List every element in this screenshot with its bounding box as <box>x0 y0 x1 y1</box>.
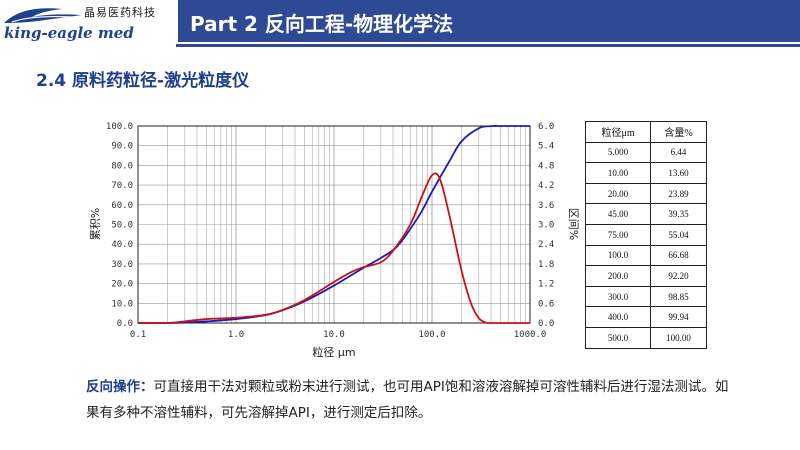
operation-text: 可直接用干法对颗粒或粉末进行测试，也可用API饱和溶液溶解掉可溶性辅料后进行湿法… <box>86 379 729 421</box>
y-right-tick-label: 4.2 <box>538 181 554 191</box>
x-tick-label: 0.1 <box>130 330 146 340</box>
logo-chinese-name: 晶易医药科技 <box>84 6 156 19</box>
table-cell: 300.0 <box>584 285 652 308</box>
chart-grid <box>137 125 530 324</box>
y-axis-left-label: 累积% <box>89 208 102 240</box>
axis-ticks: 0.1 1.0 10.0 100.0 1000.00.010.020.030.040.0… <box>106 122 554 340</box>
table-cell: 13.60 <box>650 162 707 184</box>
table-row: 10.00 13.60 <box>584 162 707 184</box>
table-cell: 200.0 <box>584 265 652 287</box>
table-cell: 10.00 <box>584 162 652 184</box>
y-left-tick-label: 20.0 <box>111 280 133 290</box>
title-bar: Part 2 反向工程-物理化学法 <box>178 0 800 42</box>
logo-english-name: king-eagle med <box>4 24 134 42</box>
y-right-tick-label: 3.0 <box>538 221 554 231</box>
table-cell: 75.00 <box>584 223 652 246</box>
table-cell: 5.000 <box>584 141 652 164</box>
cumulative-distribution-line <box>138 125 531 324</box>
eagle-logo-icon <box>4 8 82 23</box>
table-row: 20.00 23.89 <box>584 182 707 205</box>
y-right-tick-label: 0.6 <box>538 299 554 309</box>
table-row: 5.000 6.44 <box>584 141 707 164</box>
company-logo: 晶易医药科技 king-eagle med <box>0 0 176 47</box>
table-cell: 23.89 <box>650 182 707 205</box>
y-left-tick-label: 100.0 <box>106 122 133 132</box>
table-cell: 92.20 <box>650 265 707 287</box>
table-cell: 45.00 <box>584 203 652 225</box>
table-cell: 98.85 <box>650 285 707 308</box>
y-left-tick-label: 60.0 <box>111 201 133 211</box>
y-right-tick-label: 4.8 <box>538 161 554 171</box>
table-row: 100.0 66.68 <box>584 244 707 267</box>
y-axis-right-label: 区间% <box>567 208 580 240</box>
y-right-tick-label: 1.8 <box>538 260 554 270</box>
y-right-tick-label: 1.2 <box>538 280 554 290</box>
x-tick-label: 1000.0 <box>514 330 547 340</box>
operation-label: 反向操作： <box>86 379 154 395</box>
particle-size-table: 粒径μm 含量% 5.000 6.44 10.00 13.60 20.00 23.89… <box>584 121 707 349</box>
x-tick-label: 1.0 <box>228 330 244 340</box>
table-cell: 400.0 <box>584 306 652 328</box>
table-cell: 500.0 <box>584 326 652 349</box>
y-left-tick-label: 0.0 <box>117 319 133 329</box>
table-row: 45.00 39.35 <box>584 203 707 225</box>
y-right-tick-label: 6.0 <box>538 122 554 132</box>
table-row: 500.0 100.00 <box>584 326 707 349</box>
chart-series <box>138 125 531 324</box>
table-cell: 6.44 <box>650 141 707 164</box>
table-cell: 100.00 <box>650 326 707 349</box>
plot-frame <box>137 125 531 324</box>
table-cell: 39.35 <box>650 203 707 225</box>
page-title: Part 2 反向工程-物理化学法 <box>190 12 454 36</box>
y-left-tick-label: 70.0 <box>111 181 133 191</box>
y-right-tick-label: 5.4 <box>538 142 554 152</box>
y-left-tick-label: 40.0 <box>111 240 133 250</box>
table-cell: 55.04 <box>650 223 707 246</box>
y-right-tick-label: 2.4 <box>538 240 554 250</box>
y-left-tick-label: 10.0 <box>111 299 133 309</box>
table-cell: 99.94 <box>650 306 707 328</box>
table-row: 400.0 99.94 <box>584 306 707 328</box>
table-header-size: 粒径μm <box>584 121 652 143</box>
table-row: 75.00 55.04 <box>584 223 707 246</box>
y-left-tick-label: 30.0 <box>111 260 133 270</box>
table-row: 300.0 98.85 <box>584 285 707 308</box>
x-axis-label: 粒径 μm <box>312 345 355 359</box>
y-right-tick-label: 3.6 <box>538 201 554 211</box>
table-cell: 66.68 <box>650 244 707 267</box>
section-subtitle: 2.4 原料药粒径-激光粒度仪 <box>36 71 250 91</box>
y-left-tick-label: 80.0 <box>111 161 133 171</box>
table-header-content: 含量% <box>650 121 707 143</box>
y-left-tick-label: 50.0 <box>111 221 133 231</box>
operation-note: 反向操作：可直接用干法对颗粒或粉末进行测试，也可用API饱和溶液溶解掉可溶性辅料… <box>86 374 736 426</box>
slide-header: 晶易医药科技 king-eagle med Part 2 反向工程-物理化学法 <box>0 0 800 47</box>
x-tick-label: 100.0 <box>418 330 445 340</box>
table-header-row: 粒径μm 含量% <box>584 121 707 143</box>
table-cell: 100.0 <box>584 244 652 267</box>
y-right-tick-label: 0.0 <box>538 319 554 329</box>
table-cell: 20.00 <box>584 182 652 205</box>
interval-distribution-line <box>138 172 530 324</box>
title-rule <box>176 44 800 47</box>
y-left-tick-label: 90.0 <box>111 142 133 152</box>
x-tick-label: 10.0 <box>323 330 345 340</box>
table-row: 200.0 92.20 <box>584 265 707 287</box>
